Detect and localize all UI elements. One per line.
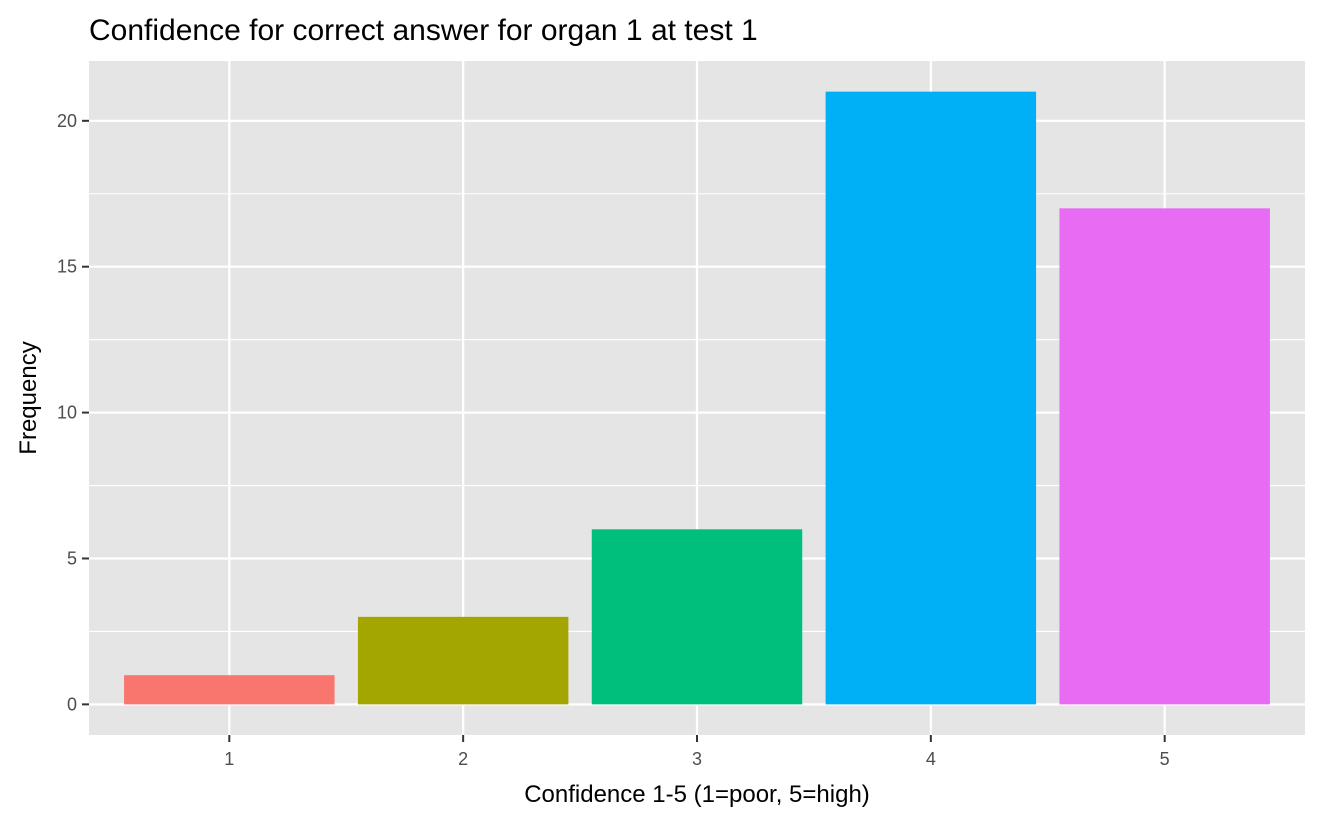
x-tick-label: 2 bbox=[458, 749, 468, 769]
y-tick-label: 15 bbox=[57, 257, 77, 277]
x-tick-label: 3 bbox=[692, 749, 702, 769]
y-tick-label: 0 bbox=[67, 694, 77, 714]
bar-4 bbox=[825, 91, 1037, 705]
y-tick-label: 20 bbox=[57, 111, 77, 131]
chart-title: Confidence for correct answer for organ … bbox=[89, 14, 758, 47]
bars bbox=[124, 91, 1270, 705]
x-axis-title: Confidence 1-5 (1=poor, 5=high) bbox=[524, 781, 870, 808]
y-axis: 0 5 10 15 20 bbox=[57, 111, 89, 714]
x-tick-label: 5 bbox=[1160, 749, 1170, 769]
x-axis: 1 2 3 4 5 bbox=[224, 735, 1170, 769]
bar-3 bbox=[591, 529, 803, 705]
y-tick-label: 5 bbox=[67, 548, 77, 568]
bar-2 bbox=[357, 616, 569, 705]
y-tick-label: 10 bbox=[57, 403, 77, 423]
x-tick-label: 4 bbox=[926, 749, 936, 769]
x-tick-label: 1 bbox=[224, 749, 234, 769]
y-axis-title: Frequency bbox=[15, 341, 42, 454]
bar-5 bbox=[1059, 208, 1270, 705]
bar-1 bbox=[124, 675, 335, 705]
